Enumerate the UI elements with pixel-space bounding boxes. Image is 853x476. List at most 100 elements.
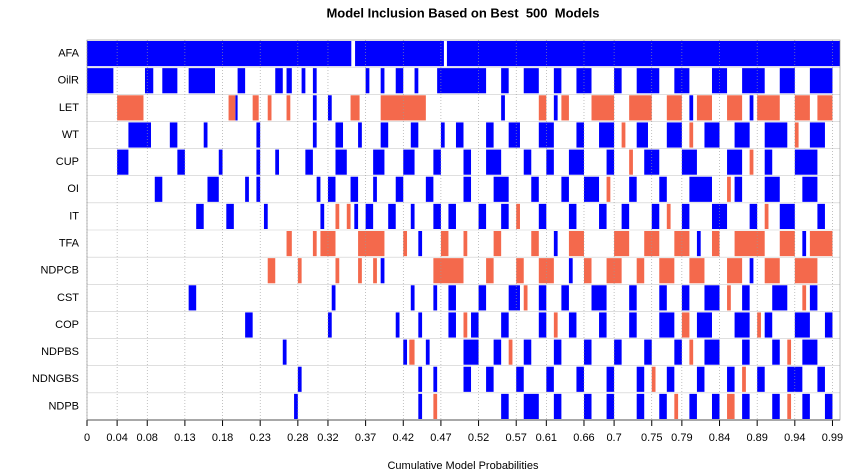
- inclusion-block: [144, 68, 154, 94]
- inclusion-block: [501, 95, 505, 121]
- inclusion-block: [764, 258, 780, 284]
- inclusion-block: [410, 122, 419, 148]
- inclusion-block: [666, 95, 682, 121]
- inclusion-block: [501, 68, 509, 94]
- inclusion-block: [523, 68, 539, 94]
- inclusion-block: [599, 122, 615, 148]
- inclusion-block: [674, 231, 690, 257]
- inclusion-block: [583, 176, 600, 202]
- inclusion-block: [523, 339, 532, 365]
- inclusion-block: [824, 393, 833, 419]
- row-label: NDPCB: [40, 265, 79, 277]
- inclusion-block: [689, 258, 705, 284]
- inclusion-block: [576, 68, 592, 94]
- inclusion-block: [245, 312, 253, 338]
- inclusion-block: [350, 95, 360, 121]
- inclusion-block: [553, 312, 558, 338]
- inclusion-block: [538, 258, 554, 284]
- inclusion-block: [486, 149, 502, 175]
- inclusion-block: [764, 149, 773, 175]
- inclusion-block: [508, 285, 520, 311]
- inclusion-block: [561, 176, 569, 202]
- inclusion-block: [644, 339, 652, 365]
- inclusion-block: [636, 393, 645, 419]
- inclusion-block: [742, 339, 750, 365]
- inclusion-block: [463, 231, 468, 257]
- inclusion-block: [711, 231, 720, 257]
- inclusion-block: [312, 95, 317, 121]
- inclusion-block: [403, 149, 415, 175]
- inclusion-block: [263, 203, 268, 229]
- inclusion-block: [388, 203, 396, 229]
- inclusion-block: [576, 366, 584, 392]
- inclusion-block: [282, 339, 287, 365]
- inclusion-block: [252, 95, 259, 121]
- inclusion-block: [395, 68, 404, 94]
- inclusion-block: [425, 339, 430, 365]
- inclusion-block: [354, 203, 359, 229]
- inclusion-block: [297, 258, 302, 284]
- inclusion-block: [568, 149, 584, 175]
- inclusion-block: [414, 68, 419, 94]
- inclusion-block: [87, 41, 352, 67]
- inclusion-block: [568, 312, 577, 338]
- inclusion-block: [546, 149, 554, 175]
- inclusion-block: [659, 312, 675, 338]
- inclusion-block: [742, 285, 750, 311]
- inclusion-block: [523, 285, 528, 311]
- inclusion-block: [516, 366, 524, 392]
- inclusion-block: [316, 176, 321, 202]
- inclusion-block: [568, 231, 584, 257]
- inclusion-block: [312, 122, 317, 148]
- inclusion-block: [471, 312, 479, 338]
- x-tick-label: 0.04: [106, 432, 127, 444]
- inclusion-block: [742, 366, 746, 392]
- inclusion-block: [478, 203, 487, 229]
- inclusion-block: [463, 312, 468, 338]
- inclusion-block: [275, 68, 283, 94]
- inclusion-block: [689, 122, 694, 148]
- inclusion-block: [327, 312, 332, 338]
- inclusion-block: [772, 285, 788, 311]
- inclusion-block: [128, 122, 152, 148]
- row-label: AFA: [58, 47, 79, 59]
- inclusion-block: [749, 149, 754, 175]
- inclusion-block: [538, 203, 547, 229]
- x-tick-label: 0.75: [641, 432, 662, 444]
- inclusion-block: [651, 366, 656, 392]
- inclusion-block: [463, 149, 472, 175]
- inclusion-block: [614, 68, 622, 94]
- inclusion-block: [779, 68, 795, 94]
- inclusion-block: [373, 149, 385, 175]
- inclusion-block: [576, 122, 584, 148]
- inclusion-block: [621, 122, 626, 148]
- inclusion-block: [794, 95, 810, 121]
- inclusion-block: [794, 149, 818, 175]
- inclusion-block: [794, 122, 799, 148]
- inclusion-block: [606, 176, 611, 202]
- inclusion-block: [629, 95, 652, 121]
- inclusion-block: [486, 122, 494, 148]
- inclusion-block: [568, 203, 577, 229]
- inclusion-block: [674, 339, 682, 365]
- inclusion-block: [433, 285, 438, 311]
- inclusion-block: [286, 231, 292, 257]
- inclusion-block: [508, 122, 520, 148]
- inclusion-block: [764, 176, 780, 202]
- inclusion-block: [696, 231, 701, 257]
- inclusion-block: [742, 68, 765, 94]
- inclusion-block: [117, 95, 144, 121]
- inclusion-block: [689, 176, 712, 202]
- inclusion-block: [433, 149, 441, 175]
- inclusion-block: [501, 393, 509, 419]
- inclusion-block: [727, 176, 731, 202]
- inclusion-block: [583, 393, 592, 419]
- inclusion-block: [704, 122, 720, 148]
- inclusion-block: [437, 68, 487, 94]
- inclusion-block: [561, 285, 569, 311]
- inclusion-block: [787, 339, 792, 365]
- inclusion-block: [425, 176, 434, 202]
- x-tick-label: 0.18: [212, 432, 233, 444]
- x-tick-label: 0.89: [746, 432, 767, 444]
- inclusion-block: [674, 68, 690, 94]
